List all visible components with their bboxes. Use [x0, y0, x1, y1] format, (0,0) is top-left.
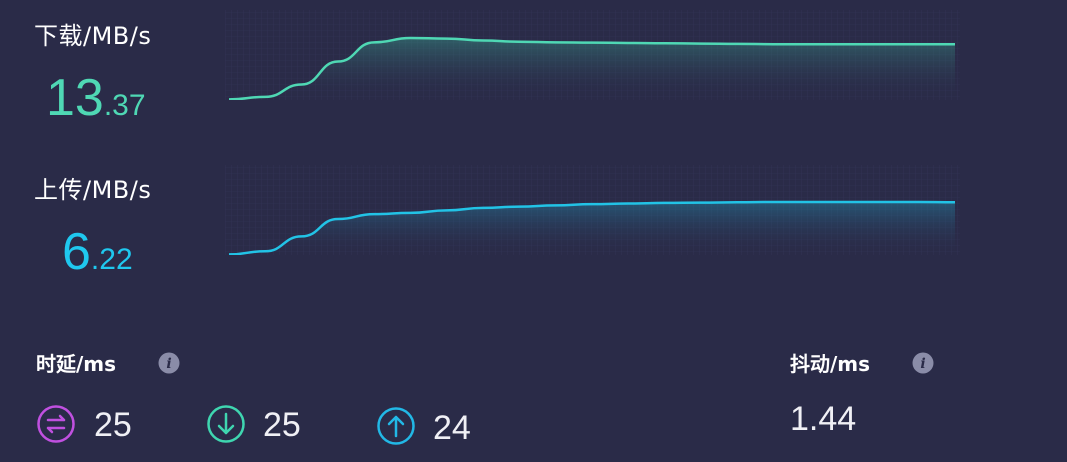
arrow-down-icon: [207, 405, 245, 443]
jitter-label: 抖动/ms: [790, 352, 871, 376]
download-speed-dec: .37: [103, 89, 146, 122]
swap-arrows-icon: [37, 405, 75, 443]
arrow-up-icon: [377, 407, 415, 445]
upload-label: 上传/MB/s: [34, 176, 152, 204]
svg-text:i: i: [920, 356, 925, 372]
download-chart-area: [229, 38, 955, 100]
upload-chart-line: [228, 200, 956, 255]
download-chart: [225, 10, 960, 100]
upload-chart: [225, 165, 960, 255]
latency-label: 时延/ms: [36, 352, 117, 376]
svg-text:i: i: [166, 356, 171, 372]
upload-speed: 6.22: [62, 226, 133, 278]
latency-down-value: 25: [263, 406, 301, 444]
download-label: 下载/MB/s: [34, 22, 152, 50]
jitter-value: 1.44: [790, 400, 857, 438]
download-speed: 13.37: [46, 72, 146, 124]
download-speed-int: 13: [46, 69, 104, 127]
latency-idle-value: 25: [94, 406, 132, 444]
latency-up-value: 24: [433, 409, 471, 447]
jitter-info-icon[interactable]: i: [912, 352, 934, 374]
download-chart-line: [228, 36, 955, 100]
latency-info-icon[interactable]: i: [158, 352, 180, 374]
upload-chart-area: [229, 201, 955, 255]
upload-speed-int: 6: [62, 223, 91, 281]
upload-speed-dec: .22: [90, 243, 133, 276]
